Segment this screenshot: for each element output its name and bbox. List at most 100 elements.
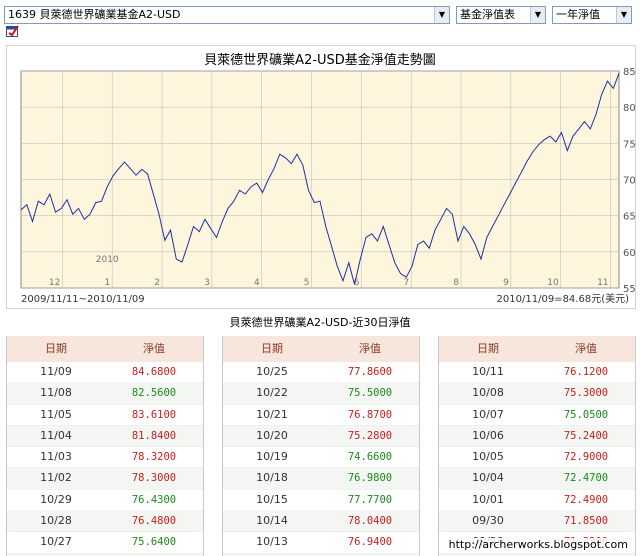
table-body: 10/11 76.1200 10/08 75.3000 10/07 75.0500 10/0… — [439, 362, 635, 556]
date-range-label: 2009/11/11~2010/11/09 — [21, 294, 145, 305]
row-nav-value: 72.9000 — [537, 447, 635, 467]
row-nav-value: 72.4700 — [537, 468, 635, 488]
metric-select[interactable]: 基金淨值表 ▼ — [456, 6, 546, 24]
row-nav-value: 72.4900 — [537, 490, 635, 510]
row-nav-value: 76.4300 — [105, 490, 203, 510]
table-row: 10/08 75.3000 — [439, 383, 635, 404]
range-select-value: 一年淨值 — [556, 8, 600, 21]
row-date: 10/13 — [223, 532, 321, 552]
row-date: 10/15 — [223, 490, 321, 510]
table-row: 10/14 78.0400 — [223, 511, 419, 532]
y-tick-label: 80 — [623, 103, 635, 114]
edit-icon[interactable] — [6, 25, 20, 37]
table-row: 10/19 74.6600 — [223, 447, 419, 468]
table-row: 10/28 76.4800 — [7, 511, 203, 532]
chart-title: 貝萊德世界礦業A2-USD基金淨值走勢圖 — [204, 52, 436, 68]
table-row: 10/07 75.0500 — [439, 405, 635, 426]
table-title: 貝萊德世界礦業A2-USD-近30日淨值 — [0, 314, 640, 330]
row-date: 11/04 — [7, 426, 105, 446]
row-date: 10/20 — [223, 426, 321, 446]
row-nav-value: 78.0400 — [321, 511, 419, 531]
fund-select-value: 1639 貝萊德世界礦業基金A2-USD — [8, 8, 181, 21]
header-nav: 淨值 — [537, 336, 635, 362]
row-nav-value: 77.8600 — [321, 362, 419, 382]
table-row: 11/02 78.3000 — [7, 468, 203, 489]
nav-table-1: 日期 淨值 11/09 84.6800 11/08 82.5600 11/05 83.6100… — [6, 336, 204, 556]
x-tick-label: 12 — [49, 278, 60, 288]
row-date: 11/08 — [7, 383, 105, 403]
last-value-label: 2010/11/09=84.68元(美元) — [497, 292, 630, 305]
x-tick-label: 11 — [597, 278, 608, 288]
row-date: 11/02 — [7, 468, 105, 488]
table-row: 10/21 76.8700 — [223, 405, 419, 426]
row-nav-value: 83.6100 — [105, 405, 203, 425]
x-tick-label: 9 — [503, 278, 509, 288]
row-nav-value: 78.3200 — [105, 447, 203, 467]
row-nav-value: 84.6800 — [105, 362, 203, 382]
row-date: 10/05 — [439, 447, 537, 467]
header-date: 日期 — [439, 336, 537, 362]
row-date: 11/05 — [7, 405, 105, 425]
row-nav-value: 75.3000 — [537, 383, 635, 403]
row-nav-value: 76.1200 — [537, 362, 635, 382]
row-nav-value: 71.8500 — [537, 511, 635, 531]
row-nav-value: 82.5600 — [105, 383, 203, 403]
watermark: http://archerworks.blogspot.com — [447, 538, 630, 551]
nav-table-3: 日期 淨值 10/11 76.1200 10/08 75.3000 10/07 75.0500… — [438, 336, 636, 556]
y-tick-label: 85 — [623, 67, 635, 78]
row-date: 11/03 — [7, 447, 105, 467]
row-date: 10/27 — [7, 532, 105, 552]
table-body: 11/09 84.6800 11/08 82.5600 11/05 83.6100 11/0… — [7, 362, 203, 556]
row-nav-value: 75.0500 — [537, 405, 635, 425]
x-tick-label: 2 — [154, 278, 160, 288]
row-nav-value: 74.6600 — [321, 447, 419, 467]
table-row: 10/11 76.1200 — [439, 362, 635, 383]
row-date: 10/11 — [439, 362, 537, 382]
chevron-down-icon[interactable]: ▼ — [616, 7, 631, 23]
y-tick-label: 75 — [623, 139, 635, 150]
row-date: 10/29 — [7, 490, 105, 510]
row-date: 10/08 — [439, 383, 537, 403]
y-tick-label: 70 — [623, 176, 635, 187]
table-row: 10/04 72.4700 — [439, 468, 635, 489]
row-nav-value: 76.8700 — [321, 405, 419, 425]
table-row: 10/29 76.4300 — [7, 490, 203, 511]
table-row: 10/27 75.6400 — [7, 532, 203, 553]
table-row: 11/08 82.5600 — [7, 383, 203, 404]
table-row: 11/04 81.8400 — [7, 426, 203, 447]
x-tick-label: 3 — [204, 278, 210, 288]
table-row: 11/03 78.3200 — [7, 447, 203, 468]
metric-select-value: 基金淨值表 — [460, 8, 515, 21]
row-date: 10/06 — [439, 426, 537, 446]
nav-table-2: 日期 淨值 10/25 77.8600 10/22 75.5000 10/21 76.8700… — [222, 336, 420, 556]
row-date: 10/28 — [7, 511, 105, 531]
year-label: 2010 — [96, 255, 119, 265]
fund-select[interactable]: 1639 貝萊德世界礦業基金A2-USD ▼ — [4, 6, 450, 24]
x-tick-label: 1 — [104, 278, 110, 288]
chevron-down-icon[interactable]: ▼ — [530, 7, 545, 23]
header-nav: 淨值 — [321, 336, 419, 362]
table-row: 11/09 84.6800 — [7, 362, 203, 383]
table-row: 10/25 77.8600 — [223, 362, 419, 383]
x-tick-label: 8 — [453, 278, 459, 288]
x-tick-label: 5 — [304, 278, 310, 288]
row-date: 10/21 — [223, 405, 321, 425]
row-nav-value: 76.9800 — [321, 468, 419, 488]
row-date: 10/04 — [439, 468, 537, 488]
row-date: 10/01 — [439, 490, 537, 510]
chevron-down-icon[interactable]: ▼ — [434, 7, 449, 23]
table-body: 10/25 77.8600 10/22 75.5000 10/21 76.8700 10/2… — [223, 362, 419, 556]
row-date: 10/25 — [223, 362, 321, 382]
header-date: 日期 — [223, 336, 321, 362]
row-nav-value: 81.8400 — [105, 426, 203, 446]
table-row: 10/22 75.5000 — [223, 383, 419, 404]
row-nav-value: 76.4800 — [105, 511, 203, 531]
x-tick-label: 7 — [403, 278, 409, 288]
range-select[interactable]: 一年淨值 ▼ — [552, 6, 632, 24]
row-nav-value: 76.9400 — [321, 532, 419, 552]
table-row: 10/13 76.9400 — [223, 532, 419, 553]
row-date: 10/14 — [223, 511, 321, 531]
table-row: 10/20 75.2800 — [223, 426, 419, 447]
row-nav-value: 77.7700 — [321, 490, 419, 510]
